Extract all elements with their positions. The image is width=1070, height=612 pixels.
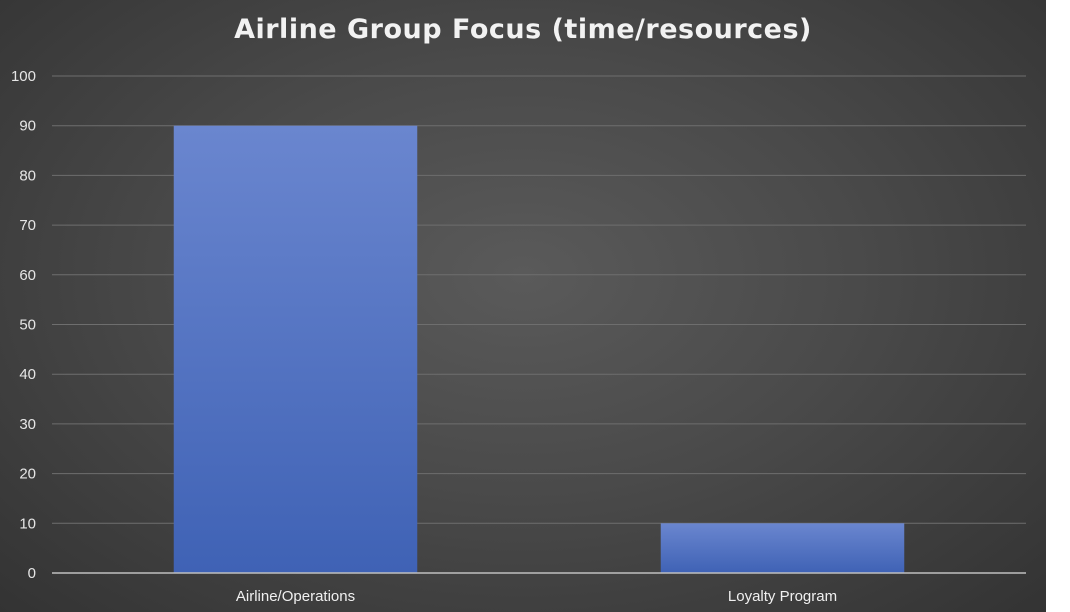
bar [173, 125, 418, 573]
y-tick-label: 0 [28, 565, 36, 582]
y-tick-label: 40 [19, 366, 36, 383]
y-tick-label: 30 [19, 416, 36, 433]
bar-chart-plot: 0 10 20 30 40 50 60 70 80 90 100 Airline/Operation… [11, 68, 1026, 605]
bars [173, 125, 905, 573]
y-tick-label: 10 [19, 515, 36, 532]
chart-title: Airline Group Focus (time/resources) [234, 14, 812, 45]
y-tick-label: 70 [19, 217, 36, 234]
x-category-label: Loyalty Program [728, 588, 837, 605]
y-tick-label: 80 [19, 167, 36, 184]
x-axis-categories: Airline/Operations Loyalty Program [236, 588, 837, 605]
y-tick-label: 20 [19, 466, 36, 483]
y-tick-label: 100 [11, 68, 36, 85]
y-axis-ticks: 0 10 20 30 40 50 60 70 80 90 100 [11, 68, 36, 582]
y-tick-label: 60 [19, 267, 36, 284]
x-category-label: Airline/Operations [236, 588, 355, 605]
bar [660, 523, 905, 573]
y-tick-label: 90 [19, 118, 36, 135]
chart-area: Airline Group Focus (time/resources) 0 10… [0, 0, 1046, 612]
y-tick-label: 50 [19, 317, 36, 334]
